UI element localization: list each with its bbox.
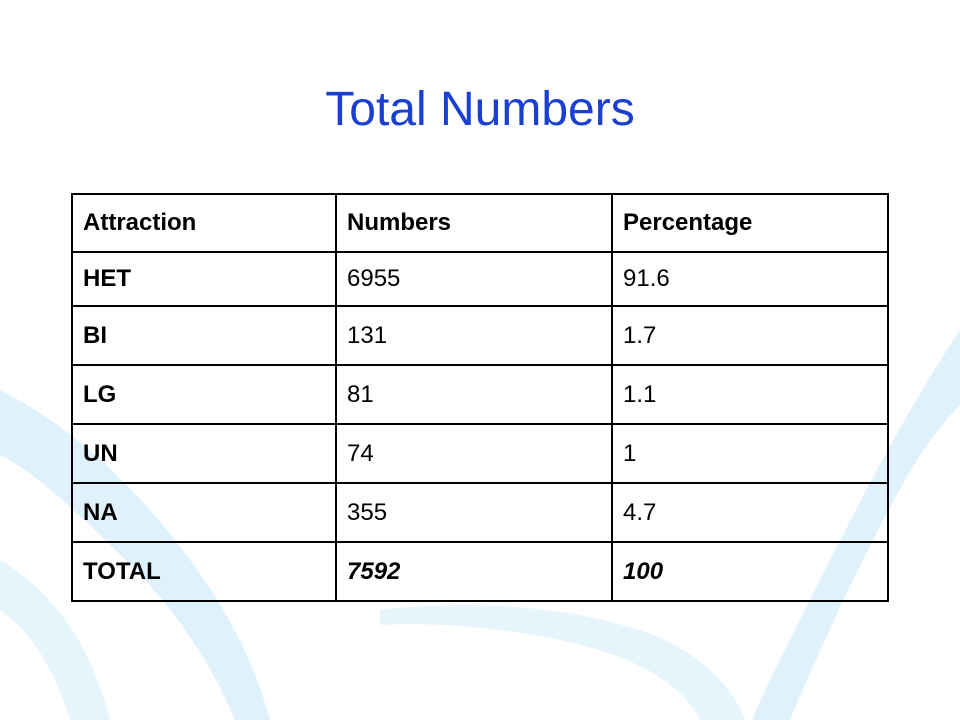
- row-numbers: 355: [335, 482, 613, 543]
- total-numbers: 7592: [335, 541, 613, 602]
- table-row: BI 131 1.7: [71, 305, 889, 366]
- row-label: BI: [71, 305, 337, 366]
- row-percentage: 1: [611, 423, 889, 484]
- center-swoosh-shape: [380, 605, 745, 720]
- table-row: NA 355 4.7: [71, 482, 889, 543]
- row-numbers: 74: [335, 423, 613, 484]
- row-label: HET: [71, 251, 337, 307]
- table-row: HET 6955 91.6: [71, 251, 889, 307]
- total-percentage: 100: [611, 541, 889, 602]
- total-label: TOTAL: [71, 541, 337, 602]
- attraction-numbers-table: Attraction Numbers Percentage HET 6955 9…: [71, 193, 889, 602]
- left-swoosh-lower-shape: [0, 560, 110, 720]
- table-row: LG 81 1.1: [71, 364, 889, 425]
- row-percentage: 91.6: [611, 251, 889, 307]
- row-percentage: 4.7: [611, 482, 889, 543]
- table-total-row: TOTAL 7592 100: [71, 541, 889, 602]
- row-percentage: 1.1: [611, 364, 889, 425]
- row-numbers: 131: [335, 305, 613, 366]
- row-label: LG: [71, 364, 337, 425]
- table-header-row: Attraction Numbers Percentage: [71, 193, 889, 253]
- header-numbers: Numbers: [335, 193, 613, 253]
- header-percentage: Percentage: [611, 193, 889, 253]
- row-numbers: 6955: [335, 251, 613, 307]
- row-label: UN: [71, 423, 337, 484]
- table-row: UN 74 1: [71, 423, 889, 484]
- row-label: NA: [71, 482, 337, 543]
- row-percentage: 1.7: [611, 305, 889, 366]
- header-attraction: Attraction: [71, 193, 337, 253]
- slide-title: Total Numbers: [325, 83, 635, 136]
- row-numbers: 81: [335, 364, 613, 425]
